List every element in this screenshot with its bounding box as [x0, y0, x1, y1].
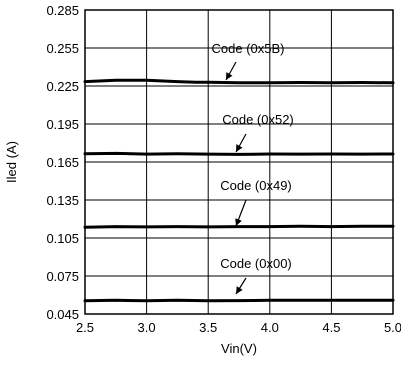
x-tick-label: 3.5 [199, 320, 217, 335]
series-line-1 [83, 151, 395, 156]
callout-arrowhead [236, 144, 243, 152]
y-tick-label: 0.195 [46, 117, 79, 132]
x-axis-title: Vin(V) [221, 341, 257, 356]
y-tick-label: 0.255 [46, 41, 79, 56]
y-tick-label: 0.285 [46, 3, 79, 18]
callout-arrowhead [236, 286, 243, 294]
grid-lines [85, 10, 393, 314]
series-callout-label: Code (0x49) [220, 178, 292, 193]
series-callouts: Code (0x5B) Code (0x52) Code (0x49) Code (0… [212, 41, 294, 295]
x-tick-label: 2.5 [76, 320, 94, 335]
series-lines [83, 78, 395, 303]
x-tick-label: 5.0 [384, 320, 401, 335]
y-tick-label: 0.105 [46, 231, 79, 246]
series-callout-label: Code (0x52) [222, 112, 294, 127]
series-callout-label: Code (0x00) [220, 256, 292, 271]
tick-labels: 2.5 3.0 3.5 4.0 4.5 5.0 0.285 0.255 0.225 0.195 0.… [46, 3, 401, 335]
x-tick-label: 3.0 [138, 320, 156, 335]
callout-arrowhead [226, 72, 233, 80]
y-tick-label: 0.135 [46, 193, 79, 208]
series-line-0 [83, 78, 395, 85]
series-line-2 [83, 224, 395, 229]
y-tick-label: 0.225 [46, 79, 79, 94]
y-tick-label: 0.075 [46, 269, 79, 284]
x-tick-label: 4.5 [322, 320, 340, 335]
callout-arrowhead [235, 218, 242, 226]
series-callout-label: Code (0x5B) [212, 41, 285, 56]
x-tick-label: 4.0 [261, 320, 279, 335]
y-axis-title: Iled (A) [4, 141, 19, 183]
y-tick-label: 0.165 [46, 155, 79, 170]
y-tick-label: 0.045 [46, 307, 79, 322]
